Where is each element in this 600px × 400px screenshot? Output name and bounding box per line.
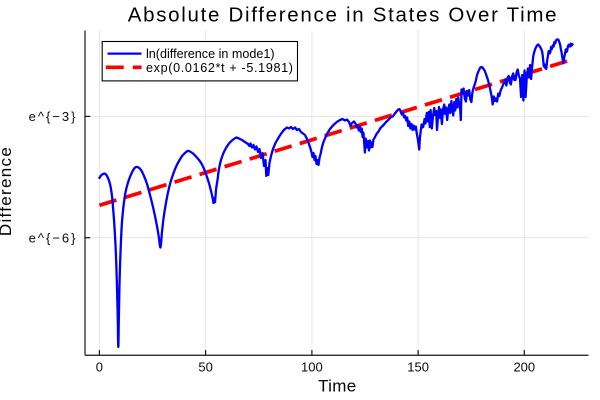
svg-text:100: 100 [301,360,323,375]
svg-text:exp(0.0162*t + -5.1981): exp(0.0162*t + -5.1981) [146,61,294,75]
svg-text:Difference: Difference [0,146,15,236]
svg-text:e^{−6}: e^{−6} [29,230,78,245]
svg-text:200: 200 [513,360,535,375]
svg-text:Absolute Difference in States: Absolute Difference in States Over Time [128,4,559,27]
svg-text:50: 50 [198,360,212,375]
svg-text:ln(difference in mode1): ln(difference in mode1) [146,47,275,61]
svg-text:Time: Time [318,376,356,395]
svg-text:150: 150 [407,360,429,375]
svg-text:e^{−3}: e^{−3} [29,109,78,124]
svg-text:0: 0 [96,360,103,375]
